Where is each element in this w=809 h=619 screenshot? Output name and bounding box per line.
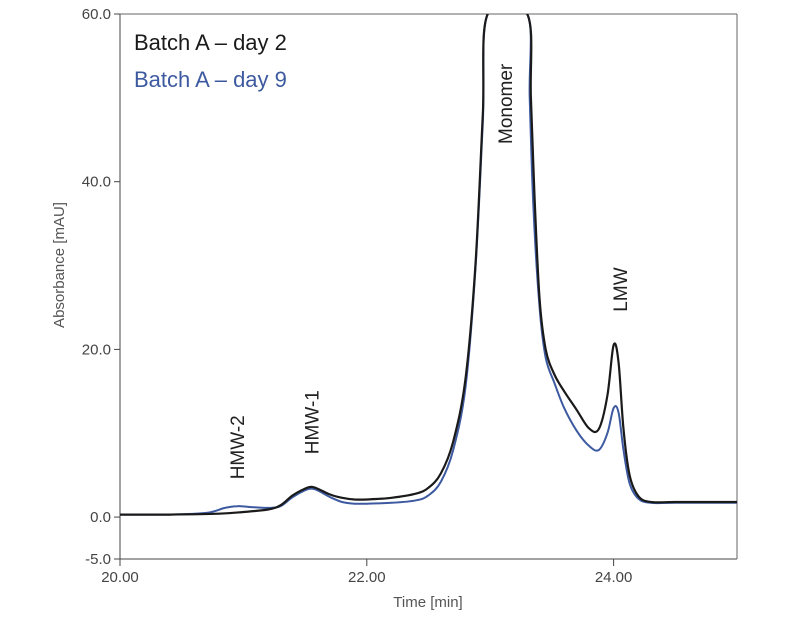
x-axis-title: Time [min] xyxy=(393,594,462,611)
annotation-lmw: LMW xyxy=(611,267,632,311)
y-tick-label: 20.0 xyxy=(82,341,111,358)
plot-area xyxy=(119,13,738,560)
y-tick-label: 60.0 xyxy=(82,6,111,23)
annotation-hmw-1: HMW-1 xyxy=(302,390,323,454)
x-tick-label: 24.00 xyxy=(595,569,633,586)
y-axis-title: Absorbance [mAU] xyxy=(51,202,68,328)
y-ticks: 60.0 40.0 20.0 0.0 -5.0 xyxy=(82,6,120,568)
x-tick-label: 22.00 xyxy=(348,569,386,586)
series-line-day-2 xyxy=(120,14,737,516)
y-tick-label: -5.0 xyxy=(85,551,111,568)
series-layer xyxy=(120,14,737,516)
legend: Batch A – day 2 Batch A – day 9 xyxy=(134,30,287,92)
x-ticks: 20.00 22.00 24.00 xyxy=(101,559,632,586)
annotation-layer: HMW-2 HMW-1 Monomer LMW xyxy=(228,63,632,479)
annotation-monomer: Monomer xyxy=(496,63,517,144)
legend-entry-day-9: Batch A – day 9 xyxy=(134,67,287,92)
y-tick-label: 40.0 xyxy=(82,174,111,191)
annotation-hmw-2: HMW-2 xyxy=(228,415,249,479)
y-tick-label: 0.0 xyxy=(90,509,111,526)
x-tick-label: 20.00 xyxy=(101,569,139,586)
legend-entry-day-2: Batch A – day 2 xyxy=(134,30,287,55)
